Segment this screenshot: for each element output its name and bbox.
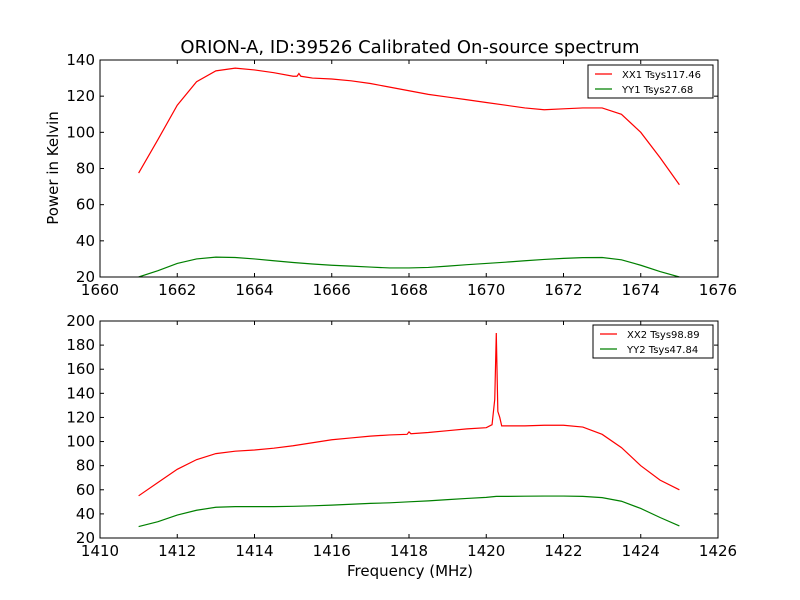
y-tick-label-1-4: 100 bbox=[66, 433, 95, 451]
legend-label-0-0: XX1 Tsys117.46 bbox=[622, 70, 701, 81]
series-line-1-0 bbox=[138, 333, 680, 497]
series-line-0-1 bbox=[138, 256, 680, 277]
x-tick-label-1-7: 1424 bbox=[622, 542, 660, 560]
legend-label-0-1: YY1 Tsys27.68 bbox=[621, 85, 693, 96]
x-tick-label-0-0: 1660 bbox=[81, 281, 119, 299]
legend-0: XX1 Tsys117.46 YY1 Tsys27.68 bbox=[587, 64, 714, 99]
x-tick-label-0-2: 1664 bbox=[235, 281, 273, 299]
chart-title: ORION-A, ID:39526 Calibrated On-source s… bbox=[180, 37, 639, 58]
x-tick-label-0-5: 1670 bbox=[467, 281, 505, 299]
bottom-panel: 1410 1412 1414 1416 1418 1420 1422 1424 1426 20 40… bbox=[66, 312, 737, 560]
x-tick-label-1-0: 1410 bbox=[81, 542, 119, 560]
y-tick-label-0-2: 60 bbox=[76, 196, 95, 214]
x-tick-label-1-8: 1426 bbox=[699, 542, 737, 560]
y-tick-label-1-0: 20 bbox=[76, 529, 95, 547]
y-tick-label-1-6: 140 bbox=[66, 384, 95, 402]
x-tick-label-0-3: 1666 bbox=[313, 281, 351, 299]
y-tick-label-0-0: 20 bbox=[76, 268, 95, 286]
x-tick-label-0-8: 1676 bbox=[699, 281, 737, 299]
x-tick-label-1-1: 1412 bbox=[158, 542, 196, 560]
y-tick-label-0-3: 80 bbox=[76, 160, 95, 178]
legend-box-1 bbox=[592, 324, 714, 359]
y-tick-label-0-4: 100 bbox=[66, 123, 95, 141]
y-tick-label-1-3: 80 bbox=[76, 457, 95, 475]
y-tick-label-0-6: 140 bbox=[66, 51, 95, 69]
x-axis-label-bottom: Frequency (MHz) bbox=[347, 562, 473, 580]
y-axis-label-top: Power in Kelvin bbox=[44, 111, 62, 225]
legend-label-1-0: XX2 Tsys98.89 bbox=[627, 330, 700, 341]
y-tick-label-1-7: 160 bbox=[66, 360, 95, 378]
y-tick-label-1-9: 200 bbox=[66, 312, 95, 330]
series-line-0-0 bbox=[138, 67, 680, 186]
y-tick-label-1-2: 60 bbox=[76, 481, 95, 499]
x-tick-label-1-3: 1416 bbox=[313, 542, 351, 560]
x-tick-label-1-5: 1420 bbox=[467, 542, 505, 560]
x-tick-label-0-4: 1668 bbox=[390, 281, 428, 299]
x-tick-label-0-6: 1672 bbox=[544, 281, 582, 299]
x-tick-label-1-6: 1422 bbox=[544, 542, 582, 560]
y-tick-label-1-5: 120 bbox=[66, 408, 95, 426]
legend-label-1-1: YY2 Tsys47.84 bbox=[626, 345, 698, 356]
x-tick-label-1-2: 1414 bbox=[235, 542, 273, 560]
y-tick-label-1-1: 40 bbox=[76, 505, 95, 523]
y-tick-label-0-1: 40 bbox=[76, 232, 95, 250]
top-panel: 1660 1662 1664 1666 1668 1670 1672 1674 1676 20 40… bbox=[66, 51, 737, 299]
x-tick-label-0-1: 1662 bbox=[158, 281, 196, 299]
x-tick-label-1-4: 1418 bbox=[390, 542, 428, 560]
legend-1: XX2 Tsys98.89 YY2 Tsys47.84 bbox=[592, 324, 714, 359]
series-line-1-1 bbox=[138, 495, 680, 528]
legend-box-0 bbox=[587, 64, 714, 99]
y-tick-label-1-8: 180 bbox=[66, 336, 95, 354]
y-tick-label-0-5: 120 bbox=[66, 87, 95, 105]
x-tick-label-0-7: 1674 bbox=[622, 281, 660, 299]
